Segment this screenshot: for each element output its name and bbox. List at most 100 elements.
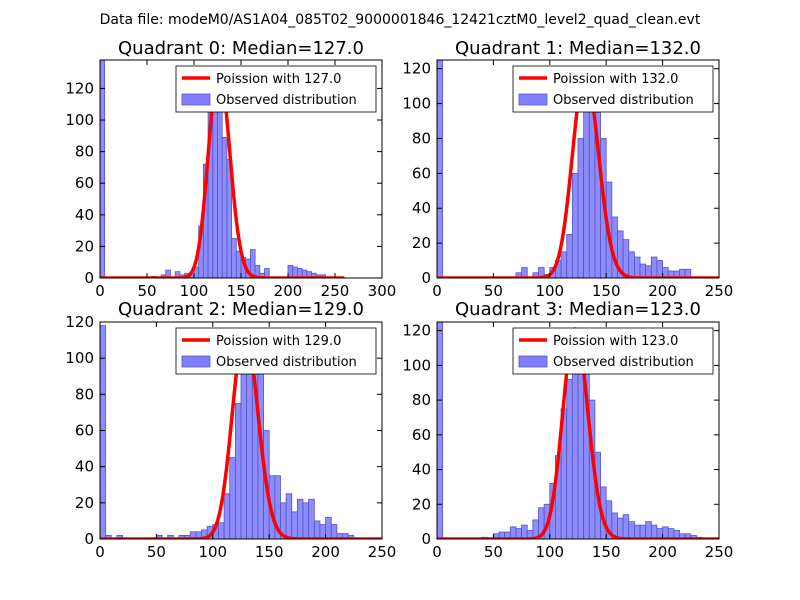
x-tick-label: 100: [535, 543, 564, 561]
histogram-bar: [229, 457, 236, 539]
histogram-bar: [347, 534, 355, 539]
histogram-bar: [313, 520, 321, 539]
x-tick-label: 150: [592, 282, 621, 300]
y-tick-label: 0: [84, 269, 94, 287]
y-tick-label: 80: [412, 391, 431, 409]
x-tick-label: 150: [227, 282, 256, 300]
histogram-bar: [566, 378, 573, 539]
histogram-bar: [291, 511, 298, 539]
x-tick-label: 300: [368, 282, 397, 300]
y-tick-label: 0: [421, 269, 431, 287]
axes-frame: [436, 59, 720, 279]
x-tick-label: 50: [484, 543, 503, 561]
x-tick-label: 200: [274, 282, 303, 300]
histogram-bar: [622, 514, 630, 539]
subplot-quadrant-1: Quadrant 1: Median=132.0 0 50 100 150 200 250…: [402, 38, 733, 300]
histogram-bar: [100, 325, 107, 539]
histogram-bar: [100, 60, 106, 278]
legend-line-label: Poission with 132.0: [553, 72, 678, 87]
legend-bar-swatch: [181, 93, 211, 106]
legend-line-label: Poission with 127.0: [216, 72, 341, 87]
legend: Poission with 123.0 Observed distribution: [512, 327, 714, 375]
x-tick-label: 250: [321, 282, 350, 300]
histogram-bar: [105, 534, 112, 539]
y-tick-label: 0: [421, 530, 431, 548]
figure-title: Data file: modeM0/AS1A04_085T02_90000018…: [100, 12, 701, 28]
plot-area: [100, 60, 346, 278]
legend-bar-swatch: [518, 93, 548, 106]
x-tick-label: 0: [95, 543, 105, 561]
x-tick-label: 150: [592, 543, 621, 561]
legend: Poission with 132.0 Observed distribution: [512, 65, 714, 113]
y-tick-label: 120: [65, 313, 94, 331]
x-tick-label: 100: [180, 282, 209, 300]
y-tick-label: 60: [412, 164, 431, 182]
legend-bar-label: Observed distribution: [553, 355, 694, 370]
histogram-bar: [645, 521, 652, 539]
y-tick-label: 80: [75, 143, 94, 161]
y-tick-label: 20: [75, 237, 94, 255]
y-tick-label: 120: [402, 60, 431, 78]
subplot-title: Quadrant 1: Median=132.0: [455, 38, 701, 59]
y-tick-label: 60: [412, 426, 431, 444]
histogram-bar: [167, 534, 174, 539]
legend-line-label: Poission with 129.0: [216, 334, 341, 349]
legend: Poission with 127.0 Observed distribution: [175, 65, 377, 113]
y-tick-label: 0: [84, 530, 94, 548]
subplot-quadrant-0: Quadrant 0: Median=127.0 0 50 100 150 200 250…: [65, 38, 396, 300]
histogram-bar: [617, 517, 624, 539]
y-tick-label: 120: [402, 322, 431, 340]
x-tick-label: 50: [484, 282, 503, 300]
x-tick-label: 200: [648, 282, 677, 300]
histogram-bar: [330, 524, 338, 539]
y-tick-label: 80: [75, 385, 94, 403]
histogram-bar: [218, 522, 225, 539]
legend-bar-label: Observed distribution: [216, 93, 357, 108]
histogram-bar: [287, 264, 294, 278]
histogram-bar: [116, 534, 123, 539]
y-tick-label: 100: [402, 356, 431, 374]
y-tick-label: 100: [65, 349, 94, 367]
legend-box: [175, 65, 377, 113]
subplot-quadrant-3: Quadrant 3: Median=123.0 0 50 100 150 200 250…: [402, 299, 733, 561]
histogram-bar: [634, 256, 641, 278]
histogram-bar: [622, 239, 630, 278]
histogram-bar: [566, 233, 573, 278]
x-tick-label: 50: [147, 543, 166, 561]
histogram-bar: [231, 238, 237, 278]
subplot-quadrant-2: Quadrant 2: Median=129.0 0 50 100 150 200 250…: [65, 299, 396, 561]
histogram-bar: [662, 526, 669, 539]
histogram-bar: [223, 493, 231, 539]
x-tick-label: 0: [432, 543, 442, 561]
legend-bar-label: Observed distribution: [216, 355, 357, 370]
x-tick-label: 250: [705, 543, 734, 561]
y-tick-label: 40: [412, 461, 431, 479]
y-tick-label: 60: [75, 422, 94, 440]
histogram-bar: [437, 60, 444, 278]
histogram-bar: [296, 498, 304, 539]
histogram-bar: [628, 521, 635, 539]
histogram-bar: [437, 322, 444, 539]
histogram-bar: [650, 524, 658, 539]
histogram-bar: [319, 524, 326, 539]
histogram-bar: [639, 524, 647, 539]
y-tick-label: 60: [75, 174, 94, 192]
x-tick-label: 100: [535, 282, 564, 300]
legend-line-label: Poission with 123.0: [553, 334, 678, 349]
histogram-bar: [656, 260, 664, 278]
histogram-bar: [645, 265, 652, 278]
y-tick-label: 20: [412, 234, 431, 252]
histogram-bar: [521, 267, 528, 278]
histogram-bar: [285, 493, 293, 539]
histogram-bar: [639, 263, 647, 278]
y-tick-label: 20: [75, 494, 94, 512]
y-tick-label: 120: [65, 79, 94, 97]
x-tick-label: 200: [311, 543, 340, 561]
subplot-title: Quadrant 2: Median=129.0: [118, 299, 364, 320]
x-tick-label: 0: [432, 282, 442, 300]
histogram-bar: [308, 498, 315, 539]
histogram-bar: [577, 138, 585, 278]
x-tick-label: 0: [95, 282, 105, 300]
histogram-bar: [521, 524, 528, 539]
